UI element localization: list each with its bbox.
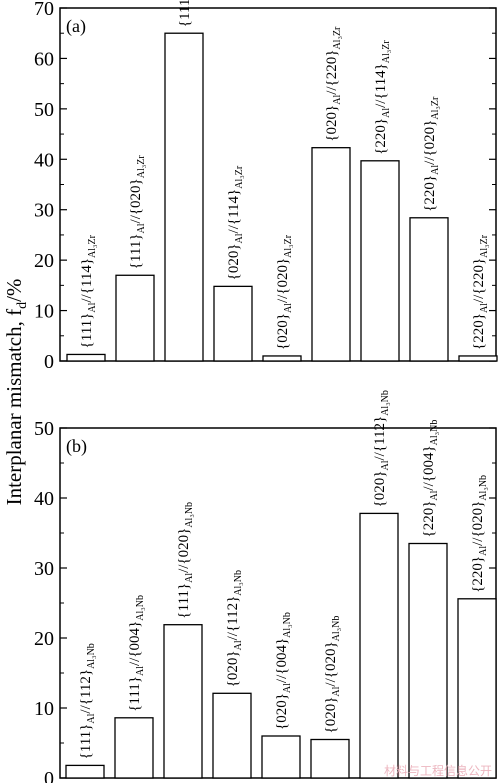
panel-b-ytick-label: 10 xyxy=(34,698,54,720)
bar xyxy=(360,160,400,362)
bar-label: {220}Al//{114}Al₃Zr xyxy=(373,40,392,155)
panel-b-ytick-label: 30 xyxy=(34,558,54,580)
panel-a: 0 10 20 30 40 50 60 70 (a) {111}Al//{114}Al₃Zr {11… xyxy=(34,0,498,373)
bar xyxy=(164,32,204,362)
panel-a-ytick-label: 0 xyxy=(44,351,54,373)
panel-a-ytick-label: 70 xyxy=(34,0,54,20)
bar-label: {111}Al//{220}Al₃Zr xyxy=(177,0,196,27)
panel-a-label: (a) xyxy=(66,16,86,37)
bar-label: {020}Al//{004}Al₃Nb xyxy=(274,612,293,730)
bar-label: {220}Al//{004}Al₃Nb xyxy=(421,420,440,538)
y-axis-title-unit: /% xyxy=(2,279,26,302)
panel-a-ytick-label: 10 xyxy=(34,301,54,323)
bar-label: {111}Al//{112}Al₃Nb xyxy=(78,643,97,759)
bar-label: {111}Al//{114}Al₃Zr xyxy=(79,234,98,348)
bar-label: {220}Al//{020}Al₃Nb xyxy=(470,475,489,593)
panel-a-ytick-label: 50 xyxy=(34,99,54,121)
panel-b-label: (b) xyxy=(66,436,87,457)
bar-label: {020}Al//{020}Al₃Zr xyxy=(275,234,294,350)
panel-a-ytick-label: 30 xyxy=(34,200,54,222)
watermark: 材料与工程信息公开 xyxy=(383,764,492,778)
bar xyxy=(409,217,449,362)
y-axis-title-main: Interplanar mismatch, f xyxy=(2,309,26,506)
panel-a-ytick-label: 60 xyxy=(34,48,54,70)
panel-b-ytick-label: 50 xyxy=(34,418,54,440)
bar xyxy=(213,285,253,362)
panel-b-ytick-label: 0 xyxy=(44,768,54,783)
bar xyxy=(261,735,301,779)
bar xyxy=(66,353,106,362)
bar xyxy=(458,355,498,362)
bar xyxy=(115,274,155,362)
bar-label: {220}Al//{020}Al₃Zr xyxy=(422,96,441,212)
bar-label: {111}Al//{020}Al₃Nb xyxy=(176,502,195,619)
panel-a-ytick-label: 20 xyxy=(34,250,54,272)
svg-text:Interplanar mismatch, fd/%: Interplanar mismatch, fd/% xyxy=(2,279,30,506)
bar xyxy=(311,147,351,362)
bar-label: {020}Al//{112}Al₃Nb xyxy=(225,570,244,687)
bar xyxy=(408,542,448,779)
bar-label: {020}Al//{220}Al₃Zr xyxy=(324,26,343,142)
bar xyxy=(359,512,399,779)
y-axis-title: Interplanar mismatch, fd/% xyxy=(2,279,30,506)
bar xyxy=(163,624,203,779)
bar-label: {111}Al//{020}Al₃Zr xyxy=(128,155,147,270)
bar-label: {220}Al//{220}Al₃Zr xyxy=(471,234,490,350)
panel-b: 0 10 20 30 40 50 (b) {111}Al//{112}Al₃Nb {111}Al… xyxy=(34,390,497,783)
bar xyxy=(212,692,252,779)
bar xyxy=(310,738,350,779)
bar xyxy=(262,355,302,362)
bar-label: {111}Al//{004}Al₃Nb xyxy=(127,595,146,712)
panel-b-ytick-label: 20 xyxy=(34,628,54,650)
bar xyxy=(114,717,154,779)
bar xyxy=(65,764,105,779)
y-axis-title-sub: d xyxy=(15,302,30,309)
bar xyxy=(457,598,497,779)
panel-b-ytick-label: 40 xyxy=(34,488,54,510)
bar-label: {020}Al//{112}Al₃Nb xyxy=(372,390,391,507)
panel-a-ytick-label: 40 xyxy=(34,149,54,171)
bar-label: {020}Al//{020}Al₃Nb xyxy=(323,616,342,734)
bar-label: {020}Al//{114}Al₃Zr xyxy=(226,165,245,280)
